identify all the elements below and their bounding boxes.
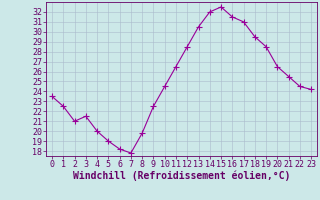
X-axis label: Windchill (Refroidissement éolien,°C): Windchill (Refroidissement éolien,°C) xyxy=(73,171,290,181)
